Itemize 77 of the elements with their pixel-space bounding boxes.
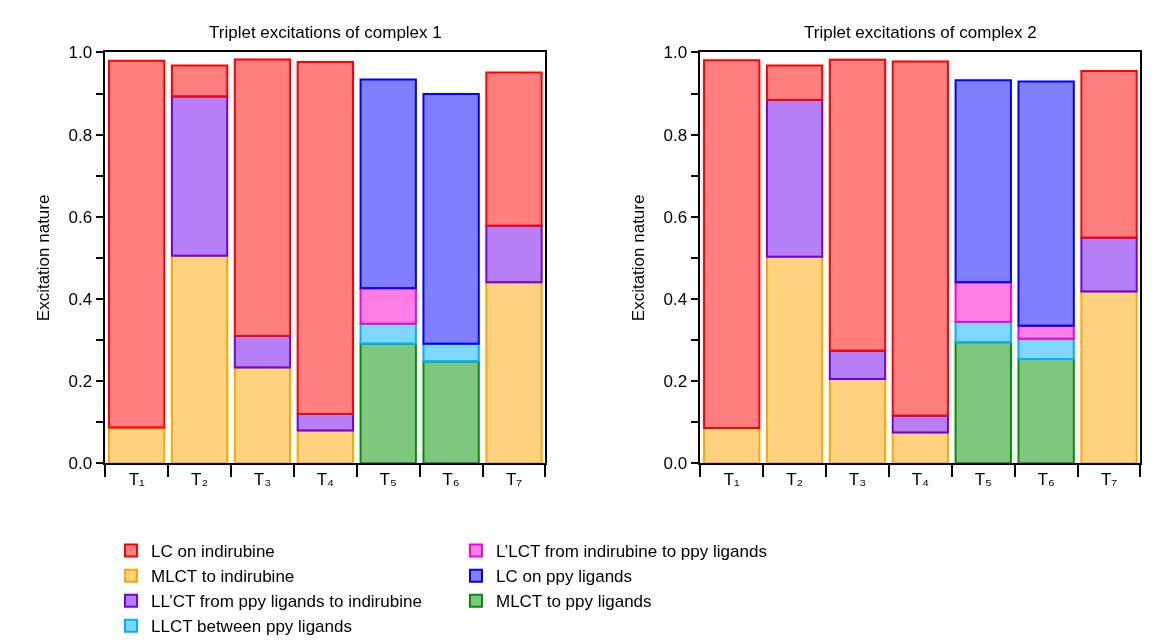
bar <box>828 349 887 381</box>
bar <box>422 92 480 345</box>
bar <box>485 71 543 227</box>
legend-label: MLCT to indirubine <box>150 567 295 587</box>
x-tick-label: T₄ <box>316 470 335 490</box>
bar <box>1017 337 1075 360</box>
bar <box>485 281 543 464</box>
bar <box>765 64 824 102</box>
bar <box>359 78 417 290</box>
bar <box>954 79 1012 284</box>
legend-label: LLCT between ppy ligands <box>150 617 352 637</box>
x-tick-label: T₅ <box>974 470 992 490</box>
x-tick-label: T₃ <box>253 470 272 490</box>
bar <box>170 95 229 257</box>
legend-label: LC on indirubine <box>150 542 275 562</box>
bar <box>170 254 229 464</box>
bar <box>891 414 950 434</box>
bar <box>108 426 166 464</box>
bar <box>359 342 417 464</box>
y-axis-title: Excitation nature <box>33 194 53 322</box>
bar <box>422 360 480 464</box>
y-tick-label: 0.8 <box>663 125 688 145</box>
y-tick-label: 0.0 <box>68 454 93 474</box>
y-axis-title: Excitation nature <box>628 194 648 322</box>
bar <box>1080 290 1138 464</box>
bar <box>891 60 950 417</box>
bar <box>359 287 417 325</box>
y-tick-label: 0.0 <box>663 454 688 474</box>
x-tick-label: T₃ <box>848 470 867 490</box>
x-tick-label: T₆ <box>1037 470 1055 490</box>
y-tick-label: 0.8 <box>68 125 93 145</box>
x-tick-label: T₁ <box>128 470 146 490</box>
bar <box>233 334 292 369</box>
legend-label: LL’CT from ppy ligands to indirubine <box>150 592 422 612</box>
bar <box>1080 69 1138 239</box>
chart-title: Triplet excitations of complex 2 <box>804 23 1037 42</box>
x-tick-label: T₂ <box>786 470 804 490</box>
x-tick-label: T₁ <box>723 470 741 490</box>
legend-label: L’LCT from indirubine to ppy ligands <box>495 542 767 562</box>
x-tick-label: T₄ <box>911 470 930 490</box>
y-tick-label: 0.6 <box>663 207 688 227</box>
x-tick-label: T₆ <box>442 470 460 490</box>
bar <box>954 281 1012 323</box>
bar <box>108 59 166 429</box>
bar <box>233 366 292 464</box>
y-tick-label: 0.6 <box>68 207 93 227</box>
bar <box>954 320 1012 344</box>
bar <box>296 60 355 416</box>
bar <box>891 431 950 464</box>
bar <box>703 427 761 464</box>
y-tick-label: 0.4 <box>68 289 93 309</box>
bar <box>1017 80 1075 327</box>
bar <box>828 378 887 464</box>
x-tick-label: T₅ <box>379 470 397 490</box>
legend-label: MLCT to ppy ligands <box>495 592 652 612</box>
bar <box>170 64 229 98</box>
bar <box>296 429 355 464</box>
y-tick-label: 1.0 <box>663 43 688 63</box>
bar <box>954 341 1012 464</box>
y-tick-label: 1.0 <box>68 43 93 63</box>
y-tick-label: 0.2 <box>68 372 93 392</box>
y-tick-label: 0.2 <box>663 372 688 392</box>
bar <box>765 255 824 464</box>
legend-label: LC on ppy ligands <box>495 567 633 587</box>
bar <box>485 224 543 284</box>
bar <box>1017 357 1075 464</box>
bar <box>233 58 292 337</box>
bar <box>359 322 417 345</box>
bar <box>828 58 887 352</box>
x-tick-label: T₂ <box>191 470 209 490</box>
x-tick-label: T₇ <box>505 470 523 490</box>
bar <box>1080 236 1138 293</box>
chart-title: Triplet excitations of complex 1 <box>209 23 442 42</box>
bar <box>703 59 761 430</box>
x-tick-label: T₇ <box>1100 470 1118 490</box>
bar <box>765 99 824 258</box>
y-tick-label: 0.4 <box>663 289 688 309</box>
